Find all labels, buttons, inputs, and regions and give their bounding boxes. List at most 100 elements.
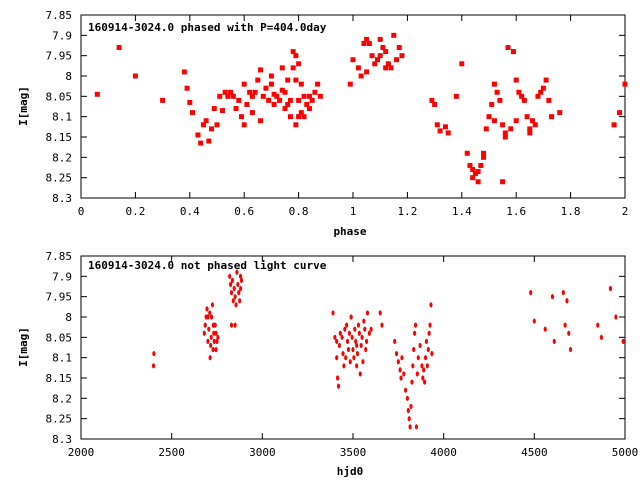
phased-data-point (611, 122, 617, 128)
phased-data-point (285, 101, 291, 107)
phased-data-point (505, 45, 511, 51)
unphased-data-point (209, 334, 213, 340)
phased-data-point (301, 93, 307, 99)
phased-data-point (464, 150, 470, 156)
unphased-data-point (413, 330, 417, 336)
phased-data-point (94, 91, 100, 97)
phased-data-point (524, 114, 530, 120)
phased-data-point (116, 45, 122, 51)
unphased-data-point (400, 355, 404, 361)
unphased-data-point (238, 273, 243, 279)
phased-data-point (622, 81, 628, 87)
unphased-data-point (202, 330, 206, 336)
phased-data-point (358, 73, 364, 79)
unphased-data-point (335, 355, 339, 361)
unphased-data-point (394, 351, 399, 357)
unphased-data-point (621, 338, 625, 344)
unphased-data-point (337, 342, 341, 349)
phased-data-point (372, 61, 378, 67)
unphased-data-point (360, 334, 364, 340)
phased-data-point (181, 69, 187, 75)
phased-data-point (304, 101, 310, 107)
unphased-data-point (340, 334, 344, 340)
unphased-data-point (599, 334, 604, 340)
phased-data-point (230, 93, 236, 99)
phased-data-point (434, 122, 440, 128)
unphased-data-point (406, 407, 410, 414)
unphased-data-point (237, 290, 241, 296)
unphased-data-point (398, 367, 402, 373)
phased-data-point (317, 93, 323, 99)
unphased-data-point (231, 298, 235, 304)
unphased-data-point (418, 342, 422, 349)
unphased-data-point (214, 330, 218, 336)
phased-data-point (502, 130, 508, 136)
phased-data-point (494, 89, 500, 95)
phased-y-tick-label: 8.05 (46, 90, 73, 103)
phased-y-axis: 7.85 7.9 7.95 8 8.05 8.1 8.15 8.2 8.25 8.3 (46, 9, 625, 205)
unphased-data-point (209, 342, 213, 349)
unphased-data-point (229, 322, 234, 328)
unphased-data-point (393, 338, 397, 344)
phased-data-point (486, 114, 492, 120)
phased-data-point (369, 53, 375, 59)
phased-data-point (209, 126, 215, 132)
phased-data-point (513, 118, 519, 124)
unphased-data-point (205, 306, 209, 312)
phased-data-point (429, 97, 435, 103)
unphased-data-point (423, 355, 428, 361)
phased-data-point (383, 65, 389, 71)
unphased-data-point (214, 346, 218, 353)
phased-data-point (543, 77, 549, 83)
unphased-data-point (567, 330, 571, 336)
phased-data-point (364, 36, 370, 42)
unphased-data-point (416, 355, 420, 361)
phased-data-point (287, 97, 293, 103)
unphased-data-point (209, 314, 214, 320)
unphased-data-point (236, 281, 240, 288)
phased-data-point (481, 154, 487, 160)
unphased-data-point (344, 355, 348, 361)
unphased-data-point (369, 326, 373, 332)
unphased-data-point (342, 363, 346, 369)
phased-data-point (274, 93, 280, 99)
phased-data-point (293, 77, 299, 83)
phased-data-point (277, 97, 283, 103)
phased-data-point (190, 110, 196, 116)
unphased-y-tick-label: 8.1 (52, 352, 72, 365)
unphased-data-point (355, 351, 360, 357)
unphased-data-point (351, 346, 355, 353)
unphased-data-point (206, 314, 210, 320)
phased-data-point (301, 114, 307, 120)
unphased-data-point (338, 330, 342, 336)
phased-data-point (263, 85, 269, 91)
unphased-data-point (569, 346, 573, 353)
phased-x-tick-label: 2 (622, 205, 629, 218)
phased-x-tick-label: 0.4 (180, 205, 200, 218)
unphased-data-point (361, 359, 365, 365)
phased-data-point (255, 77, 261, 83)
phased-data-point (315, 81, 321, 87)
unphased-data-point (331, 310, 335, 316)
phased-data-points (94, 32, 628, 185)
phased-data-point (347, 81, 353, 87)
phased-x-tick-label: 1.2 (397, 205, 417, 218)
phased-plot-frame (80, 14, 626, 199)
unphased-data-point (413, 322, 418, 328)
unphased-data-point (343, 326, 347, 332)
unphased-x-tick-label: 2500 (158, 446, 185, 459)
phased-data-point (391, 32, 397, 38)
unphased-data-point (402, 371, 406, 377)
unphased-data-point (428, 322, 432, 328)
phased-data-point (508, 126, 514, 132)
unphased-data-point (403, 387, 408, 393)
phased-y-tick-label: 8.25 (46, 172, 73, 185)
phased-data-point (527, 130, 533, 136)
unphased-data-point (347, 330, 351, 336)
unphased-data-point (333, 334, 337, 340)
unphased-y-tick-label: 7.95 (46, 291, 73, 304)
phased-data-point (282, 89, 288, 95)
phased-data-point (222, 89, 228, 95)
unphased-data-point (422, 367, 426, 373)
phased-data-point (306, 106, 312, 112)
